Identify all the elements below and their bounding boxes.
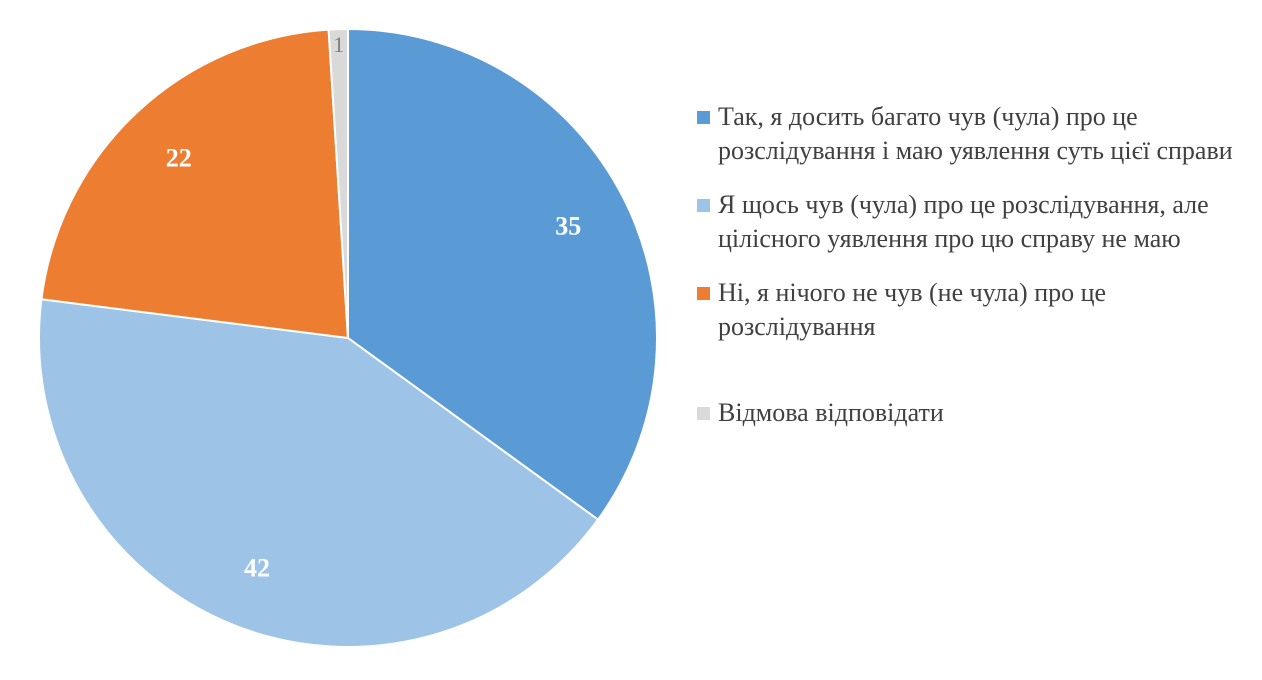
legend-swatch-2 <box>697 287 710 300</box>
pie-chart: 35 42 22 1 <box>38 27 658 648</box>
pie-slice-0 <box>347 27 658 522</box>
pie-slice-3 <box>327 27 349 339</box>
legend-label-0: Так, я досить багато чув (чула) про це р… <box>718 102 1233 165</box>
pie-data-labels: 35 42 22 1 <box>166 32 581 582</box>
pie-slice-1 <box>38 298 600 648</box>
legend-swatch-1 <box>697 199 710 212</box>
legend-item-0: Так, я досить багато чув (чула) про це р… <box>697 100 1242 168</box>
pie-slice-2 <box>40 28 350 340</box>
data-label-0: 35 <box>555 211 581 240</box>
legend-label-2: Ні, я нічого не чув (не чула) про це роз… <box>718 278 1107 341</box>
data-label-2: 22 <box>166 143 192 172</box>
legend-swatch-3 <box>697 407 710 420</box>
legend-label-1: Я щось чув (чула) про це розслідування, … <box>718 190 1209 253</box>
legend-item-3: Відмова відповідати <box>697 396 1242 430</box>
legend-item-2: Ні, я нічого не чув (не чула) про це роз… <box>697 276 1242 344</box>
pie-slices <box>38 27 658 648</box>
legend-swatch-0 <box>697 111 710 124</box>
legend-label-3: Відмова відповідати <box>718 398 944 427</box>
data-label-1: 42 <box>244 553 270 582</box>
data-label-3: 1 <box>333 32 344 57</box>
legend-item-1: Я щось чув (чула) про це розслідування, … <box>697 188 1242 256</box>
legend: Так, я досить багато чув (чула) про це р… <box>697 100 1242 430</box>
